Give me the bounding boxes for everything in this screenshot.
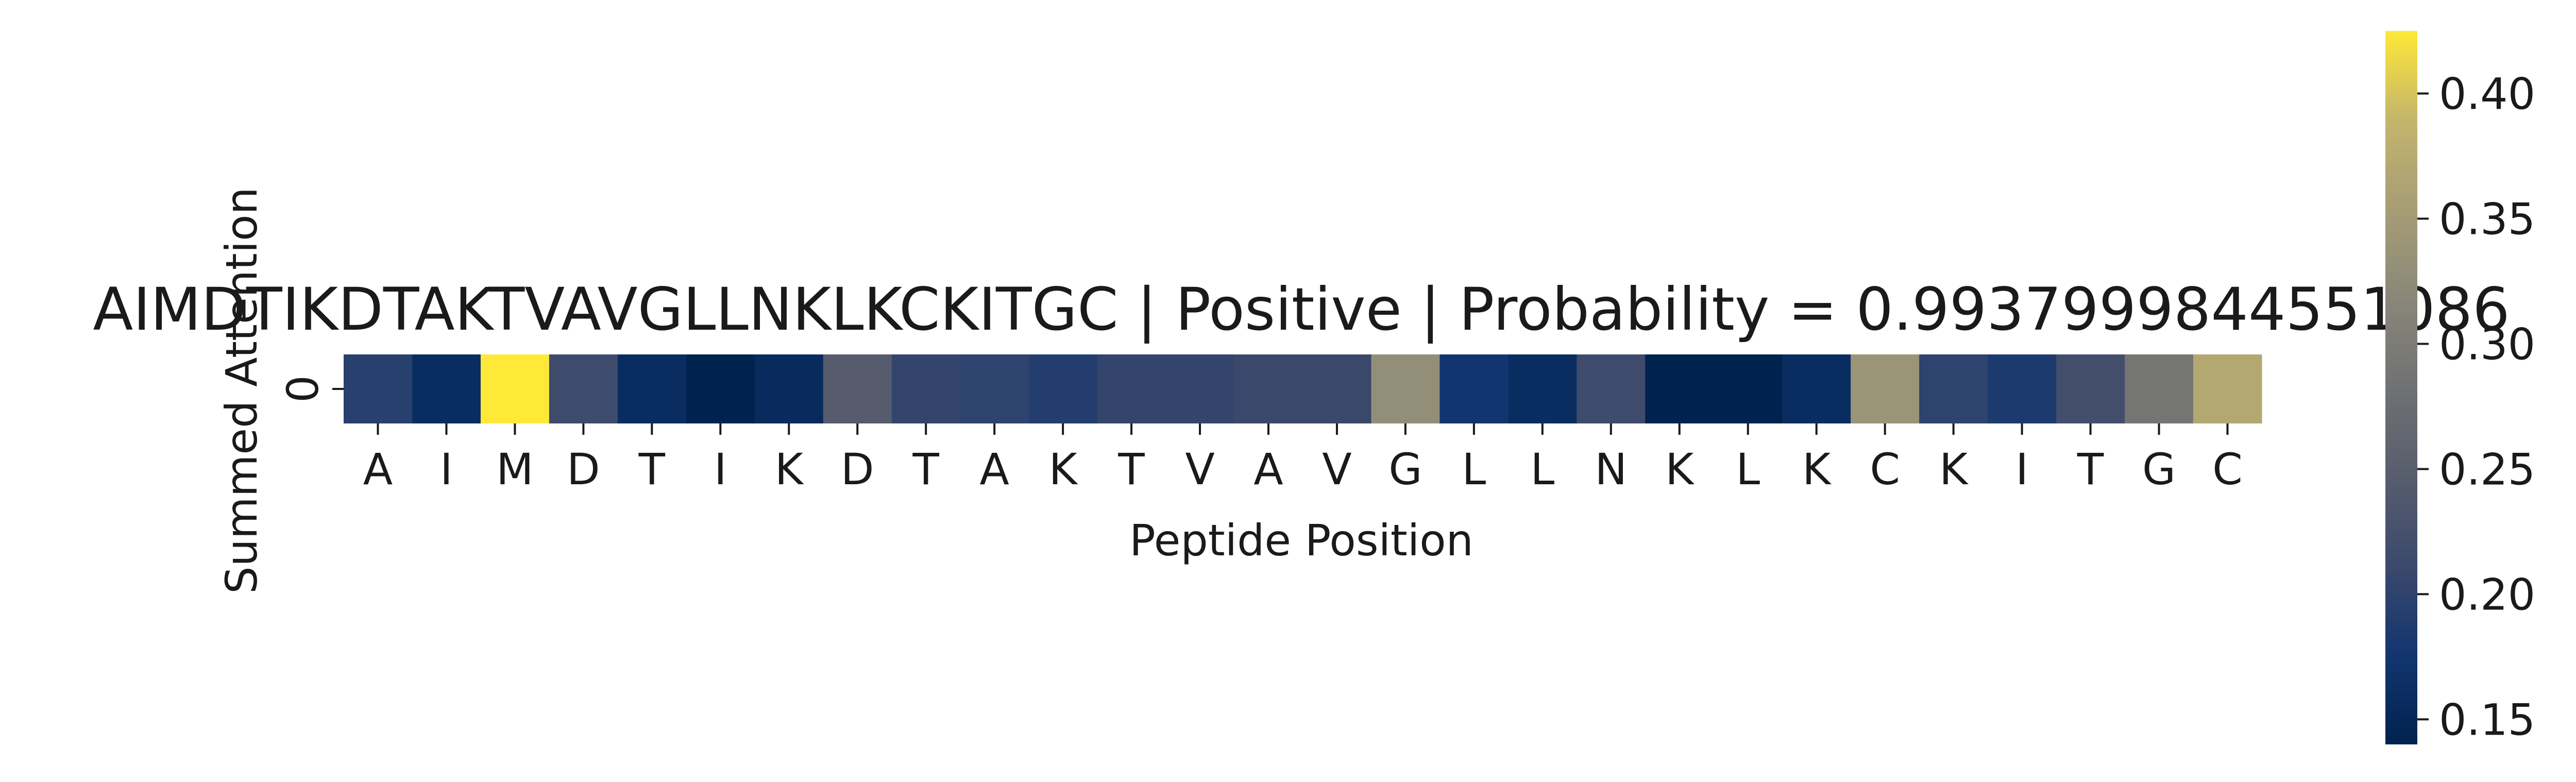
heatmap-cell-4 [549,354,618,423]
x-tick-label: N [1595,444,1627,495]
heatmap-cell-13 [1165,354,1235,423]
x-tick-label: M [496,444,533,495]
x-tick-label: T [2077,444,2104,495]
heatmap-cell-17 [1439,354,1509,423]
heatmap-cell-15 [1302,354,1372,423]
x-tick-label: A [979,444,1009,495]
x-tick-label: C [1870,444,1900,495]
x-tick-label: D [841,444,874,495]
x-tick-label: I [714,444,727,495]
colorbar-tick-label: 0.30 [2439,319,2535,369]
x-tick-label: G [1388,444,1422,495]
heatmap-cell-20 [1645,354,1714,423]
heatmap-cell-2 [412,354,481,423]
heatmap-cell-18 [1508,354,1577,423]
x-tick-label: T [912,444,940,495]
heatmap-cell-8 [823,354,892,423]
x-tick-label: L [1530,444,1554,495]
x-tick-label: V [1185,444,1214,495]
heatmap-cells [344,354,2262,423]
x-tick-label: K [1939,444,1969,495]
y-tick-label: 0 [278,375,328,402]
colorbar-tick-label: 0.20 [2439,569,2535,620]
colorbar-tick-label: 0.15 [2439,694,2535,745]
heatmap-cell-10 [960,354,1029,423]
heatmap-cell-1 [344,354,413,423]
heatmap-cell-3 [480,354,550,423]
colorbar-tick-label: 0.25 [2439,444,2535,495]
heatmap-cell-9 [891,354,961,423]
heatmap-cell-6 [686,354,755,423]
heatmap-cell-27 [2125,354,2194,423]
colorbar [2385,31,2417,744]
y-axis-ticks: 0 [278,375,344,403]
heatmap-cell-24 [1919,354,1988,423]
heatmap-cell-21 [1714,354,1783,423]
x-tick-label: I [2015,444,2028,495]
x-tick-label: G [2142,444,2176,495]
x-tick-label: L [1736,444,1760,495]
x-tick-label: L [1462,444,1486,495]
x-tick-label: K [775,444,804,495]
heatmap-cell-5 [617,354,687,423]
x-tick-label: D [567,444,600,495]
heatmap-cell-23 [1851,354,1920,423]
x-tick-label: V [1322,444,1351,495]
x-tick-label: T [1117,444,1145,495]
x-tick-label: K [1049,444,1078,495]
heatmap-cell-22 [1782,354,1851,423]
x-tick-label: I [440,444,453,495]
heatmap-cell-25 [1988,354,2057,423]
x-tick-label: T [638,444,666,495]
x-tick-label: K [1665,444,1694,495]
heatmap-cell-19 [1577,354,1646,423]
colorbar-tick-label: 0.40 [2439,69,2535,119]
heatmap-cell-14 [1234,354,1303,423]
x-axis-title: Peptide Position [1129,515,1473,566]
heatmap-cell-12 [1097,354,1166,423]
heatmap-cell-28 [2193,354,2262,423]
x-tick-label: C [2212,444,2243,495]
x-tick-label: A [1253,444,1283,495]
colorbar-ticks: 0.15 0.20 0.25 0.30 0.35 0.40 [2417,69,2535,745]
heatmap-cell-11 [1028,354,1098,423]
x-tick-label: A [363,444,393,495]
heatmap-cell-26 [2056,354,2125,423]
x-tick-label: K [1802,444,1832,495]
heatmap-cell-7 [754,354,824,423]
heatmap-cell-16 [1371,354,1440,423]
chart-title: AIMDTIKDTAKTVAVGLLNKLKCKITGC | Positive … [93,275,2510,344]
colorbar-tick-label: 0.35 [2439,194,2535,244]
y-axis-title: Summed Attention [216,187,267,594]
